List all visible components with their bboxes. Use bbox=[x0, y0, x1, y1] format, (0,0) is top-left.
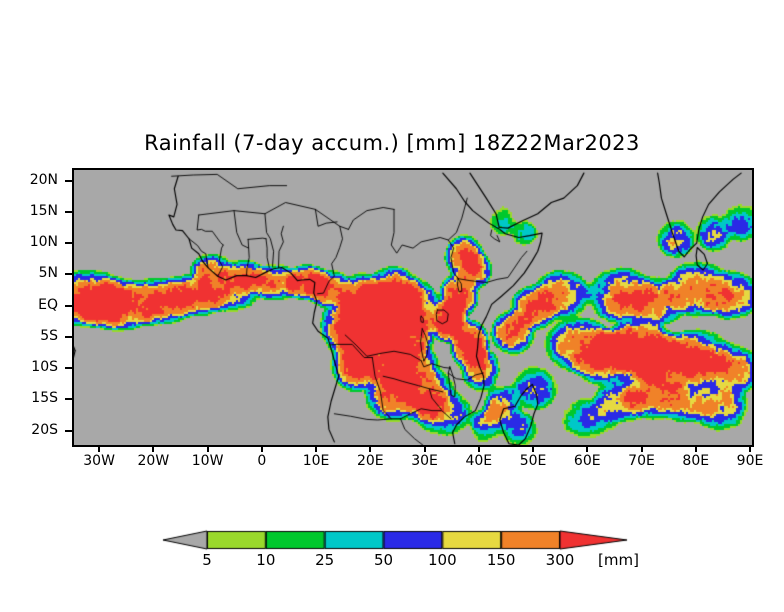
colorbar-tick-label: 300 bbox=[545, 551, 575, 569]
y-axis-tick-mark bbox=[65, 242, 72, 244]
x-axis-tick-label: 30E bbox=[411, 453, 438, 469]
y-axis-tick-label: 20S bbox=[31, 421, 58, 438]
y-axis-tick-label: 15N bbox=[29, 202, 58, 219]
y-axis-tick-label: 15S bbox=[31, 390, 58, 407]
x-axis-tick-mark bbox=[260, 445, 263, 452]
page-title: Rainfall (7-day accum.) [mm] 18Z22Mar202… bbox=[144, 131, 640, 155]
x-axis-tick-mark bbox=[206, 445, 209, 452]
colorbar-gradient bbox=[160, 528, 630, 552]
colorbar-tick-label: 10 bbox=[256, 551, 276, 569]
y-axis-tick-mark bbox=[65, 429, 72, 432]
x-axis-tick-mark bbox=[477, 445, 480, 452]
x-axis-tick-label: 40E bbox=[465, 453, 493, 469]
x-axis-tick-label: 60E bbox=[573, 453, 601, 469]
y-axis-tick-mark bbox=[65, 179, 72, 182]
colorbar bbox=[160, 528, 630, 552]
x-axis-tick-mark bbox=[749, 445, 751, 452]
x-axis-tick-label: 70E bbox=[628, 453, 655, 469]
y-axis-tick-mark bbox=[65, 367, 72, 369]
x-axis-tick-label: 30W bbox=[83, 453, 115, 469]
x-axis-tick-label: 80E bbox=[682, 453, 710, 469]
x-axis-tick-label: 90E bbox=[736, 453, 764, 469]
x-axis-tick-mark bbox=[152, 445, 155, 452]
y-axis-tick-label: 5S bbox=[40, 327, 58, 344]
x-axis-tick-label: 0 bbox=[257, 453, 267, 469]
y-axis-tick-label: EQ bbox=[38, 296, 58, 313]
colorbar-tick-label: 150 bbox=[486, 551, 516, 569]
colorbar-tick-label: 100 bbox=[428, 551, 457, 569]
x-axis-tick-mark bbox=[640, 445, 643, 452]
y-axis-tick-label: 10S bbox=[31, 359, 58, 375]
y-axis-tick-mark bbox=[65, 273, 72, 276]
rainfall-raster bbox=[74, 170, 752, 445]
y-axis-tick-mark bbox=[65, 304, 72, 307]
colorbar-tick-label: 5 bbox=[202, 551, 212, 569]
colorbar-units-label: [mm] bbox=[598, 551, 639, 569]
x-axis-tick-label: 20E bbox=[356, 453, 384, 469]
x-axis-tick-label: 10E bbox=[302, 453, 330, 469]
y-axis-tick-mark bbox=[65, 210, 72, 213]
y-axis-tick-mark bbox=[65, 398, 72, 401]
y-axis-tick-label: 10N bbox=[29, 234, 58, 250]
x-axis-tick-mark bbox=[315, 445, 318, 452]
y-axis-tick-label: 20N bbox=[29, 171, 58, 188]
x-axis-tick-mark bbox=[532, 445, 535, 452]
x-axis-tick-mark bbox=[369, 445, 372, 452]
y-axis-tick-mark bbox=[65, 335, 72, 338]
x-axis-tick-label: 20W bbox=[137, 453, 170, 469]
x-axis-tick-label: 10W bbox=[191, 453, 224, 469]
x-axis-tick-mark bbox=[694, 445, 697, 452]
y-axis-tick-label: 5N bbox=[38, 265, 58, 282]
colorbar-tick-label: 50 bbox=[373, 551, 394, 569]
map-plot-area bbox=[72, 168, 754, 447]
x-axis-tick-label: 50E bbox=[519, 453, 547, 469]
x-axis-tick-mark bbox=[98, 445, 101, 452]
colorbar-tick-label: 25 bbox=[315, 551, 335, 569]
x-axis-tick-mark bbox=[423, 445, 426, 452]
x-axis-tick-mark bbox=[586, 445, 589, 452]
